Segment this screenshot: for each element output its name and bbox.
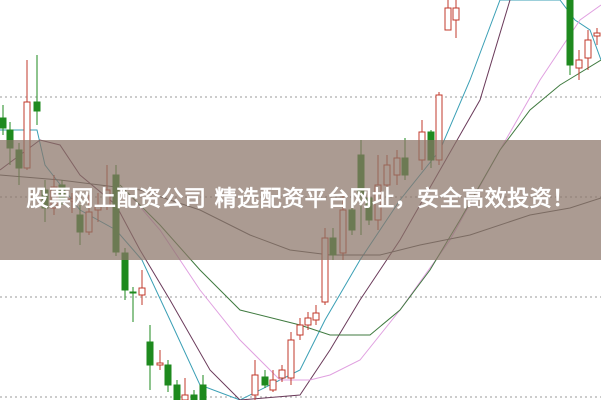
candle-body <box>156 362 164 366</box>
candle <box>261 370 269 388</box>
candle-body <box>251 374 259 396</box>
candle <box>164 360 172 392</box>
candle-body <box>296 324 304 336</box>
candle-body <box>304 317 312 326</box>
candle <box>251 360 259 400</box>
candle-body <box>0 117 7 129</box>
candle-body <box>138 287 146 296</box>
candle-body <box>287 339 295 379</box>
candle <box>146 325 154 390</box>
candle <box>173 380 181 400</box>
candle <box>181 378 189 400</box>
candle <box>304 312 312 330</box>
candle <box>156 350 164 370</box>
banner-title: 股票网上配资公司 精选配资平台网址，安全高效投资！ <box>26 187 575 212</box>
candle <box>129 287 137 322</box>
candle <box>138 270 146 305</box>
candle <box>199 375 207 400</box>
candle <box>584 30 592 70</box>
candle-body <box>181 394 189 400</box>
candle-body <box>173 384 181 400</box>
candle-body <box>566 0 574 66</box>
candle-body <box>444 7 452 31</box>
candle-body <box>261 376 269 386</box>
candle-body <box>190 394 198 400</box>
candle <box>312 305 320 325</box>
candle-body <box>593 32 601 37</box>
candle <box>278 365 286 382</box>
candle-body <box>452 7 460 21</box>
candle <box>444 0 452 31</box>
candle-body <box>129 291 137 294</box>
candle <box>0 105 7 135</box>
candle-body <box>278 369 286 379</box>
candle <box>566 0 574 75</box>
candle <box>593 28 601 45</box>
candle <box>296 318 304 340</box>
candle-body <box>199 384 207 400</box>
candle <box>575 50 583 80</box>
candle-body <box>312 312 320 321</box>
candle <box>190 390 198 400</box>
candle-body <box>269 379 277 391</box>
candle <box>33 55 41 125</box>
candle-body <box>164 364 172 386</box>
candle <box>269 370 277 392</box>
candle-body <box>575 59 583 69</box>
candle <box>452 0 460 38</box>
candle <box>287 332 295 385</box>
candle-body <box>33 101 41 112</box>
candle-body <box>146 341 154 366</box>
title-banner: 股票网上配资公司 精选配资平台网址，安全高效投资！ <box>0 140 601 260</box>
ma20-line <box>129 4 601 381</box>
candle-body <box>584 39 592 59</box>
ma30-line <box>119 59 601 336</box>
